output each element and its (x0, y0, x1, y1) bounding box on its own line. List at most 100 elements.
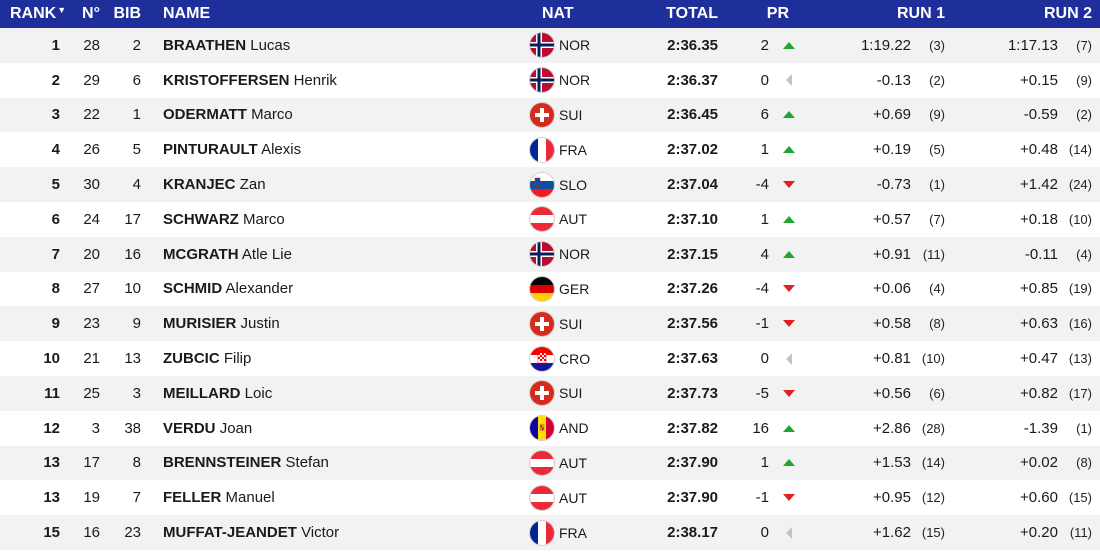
header-name[interactable]: NAME (163, 5, 211, 22)
run2-time: +0.82 (1020, 384, 1058, 402)
nation-code: AUT (559, 211, 587, 228)
athlete-name[interactable]: MURISIER Justin (155, 306, 530, 341)
athlete-name[interactable]: KRISTOFFERSEN Henrik (155, 63, 530, 98)
table-row[interactable]: 10 21 13 ZUBCIC Filip CRO 2:37.63 0 +0.81 (10) +0… (0, 341, 1100, 376)
athlete-name[interactable]: ODERMATT Marco (155, 98, 530, 133)
header-rank[interactable]: RANK▼ (0, 0, 68, 28)
run2-time: +0.47 (1020, 350, 1058, 368)
athlete-name[interactable]: MUFFAT-JEANDET Victor (155, 515, 530, 550)
total-time: 2:37.90 (667, 489, 718, 507)
athlete-name[interactable]: FELLER Manuel (155, 480, 530, 515)
header-total[interactable]: TOTAL (666, 5, 718, 22)
table-row[interactable]: 9 23 9 MURISIER Justin SUI 2:37.56 -1 +0.58 (8) +… (0, 306, 1100, 342)
athlete-name[interactable]: VERDU Joan (155, 411, 530, 446)
run2-cell: -0.11 (4) (953, 237, 1100, 272)
athlete-name[interactable]: MEILLARD Loic (155, 376, 530, 411)
nation-cell: NOR (530, 63, 625, 98)
total-time: 2:36.35 (667, 36, 718, 54)
position-change-cell: 2 (718, 28, 815, 63)
athlete-lastname: KRANJEC (163, 176, 236, 194)
athlete-name[interactable]: ZUBCIC Filip (155, 341, 530, 376)
nation-cell: FRA (530, 515, 625, 550)
run1-rank: (4) (929, 281, 945, 297)
total-time: 2:37.90 (667, 454, 718, 472)
position-change-cell: 6 (718, 98, 815, 133)
start-no-cell: 16 (83, 524, 100, 542)
run1-cell: +0.81 (10) (815, 341, 953, 376)
header-no[interactable]: N° (82, 5, 100, 22)
total-time: 2:38.17 (667, 524, 718, 542)
run1-rank: (5) (929, 142, 945, 158)
athlete-name[interactable]: SCHMID Alexander (155, 272, 530, 307)
table-row[interactable]: 5 30 4 KRANJEC Zan SLO 2:37.04 -4 -0.73 (1) +1.42… (0, 167, 1100, 202)
nation-code: FRA (559, 141, 587, 158)
header-bib[interactable]: BIB (113, 5, 141, 22)
position-change-value: -5 (755, 384, 769, 402)
header-run1[interactable]: RUN 1 (896, 5, 945, 22)
athlete-name[interactable]: PINTURAULT Alexis (155, 132, 530, 167)
athlete-firstname: Marco (251, 106, 293, 124)
run2-rank: (11) (1069, 525, 1092, 541)
sort-arrow-icon: ▼ (57, 5, 67, 15)
flag-cro-icon (530, 346, 554, 371)
athlete-name[interactable]: SCHWARZ Marco (155, 202, 530, 237)
athlete-lastname: BRENNSTEINER (163, 454, 282, 472)
total-time: 2:37.04 (667, 176, 718, 194)
flag-and-icon (530, 416, 554, 441)
athlete-name[interactable]: BRENNSTEINER Stefan (155, 446, 530, 481)
table-row[interactable]: 11 25 3 MEILLARD Loic SUI 2:37.73 -5 +0.56 (6) +0… (0, 375, 1100, 411)
bib-cell: 6 (132, 71, 141, 89)
run2-rank: (8) (1076, 455, 1092, 471)
header-pr[interactable]: PR (766, 5, 789, 22)
run2-cell: +1.42 (24) (953, 167, 1100, 202)
bib-cell: 23 (124, 524, 141, 542)
rank-cell: 4 (51, 141, 60, 159)
bib-cell: 5 (132, 141, 141, 159)
total-time: 2:37.02 (667, 141, 718, 159)
position-change-value: 1 (760, 141, 769, 159)
table-row[interactable]: 7 20 16 MCGRATH Atle Lie NOR 2:37.15 4 +0.91 (11… (0, 236, 1100, 272)
athlete-lastname: SCHWARZ (163, 210, 239, 228)
table-row[interactable]: 2 29 6 KRISTOFFERSEN Henrik NOR 2:36.37 0 -0.13… (0, 62, 1100, 98)
header-nat[interactable]: NAT (542, 5, 574, 22)
rank-cell: 11 (44, 384, 60, 402)
rank-cell: 12 (43, 419, 60, 437)
run1-time: +2.86 (873, 419, 911, 437)
header-run2[interactable]: RUN 2 (1043, 5, 1092, 22)
flag-sui-icon (530, 102, 554, 127)
table-row[interactable]: 13 17 8 BRENNSTEINER Stefan AUT 2:37.90 1 +1.53… (0, 445, 1100, 481)
run2-cell: +0.85 (19) (953, 272, 1100, 307)
table-row[interactable]: 6 24 17 SCHWARZ Marco AUT 2:37.10 1 +0.57 (7) +0.… (0, 201, 1100, 237)
athlete-name[interactable]: MCGRATH Atle Lie (155, 237, 530, 272)
table-row[interactable]: 15 16 23 MUFFAT-JEANDET Victor FRA 2:38.17 0 +1… (0, 515, 1100, 550)
table-row[interactable]: 8 27 10 SCHMID Alexander GER 2:37.26 -4 +0.06 (4… (0, 271, 1100, 307)
table-row[interactable]: 1 28 2 BRAATHEN Lucas NOR 2:36.35 2 1:19.22 (3) 1… (0, 28, 1100, 63)
trend-down-icon (783, 389, 795, 397)
position-change-cell: -4 (718, 272, 815, 307)
athlete-firstname: Stefan (285, 454, 329, 472)
run1-rank: (6) (929, 385, 945, 401)
table-row[interactable]: 3 22 1 ODERMATT Marco SUI 2:36.45 6 +0.69 (9) -0.… (0, 97, 1100, 133)
run2-rank: (9) (1076, 72, 1092, 88)
run2-cell: +0.47 (13) (953, 341, 1100, 376)
position-change-value: -1 (755, 489, 769, 507)
run1-time: +1.53 (873, 454, 911, 472)
run2-cell: +0.48 (14) (953, 132, 1100, 167)
position-change-value: 1 (760, 210, 769, 228)
athlete-name[interactable]: KRANJEC Zan (155, 167, 530, 202)
table-row[interactable]: 4 26 5 PINTURAULT Alexis FRA 2:37.02 1 +0.19 (5)… (0, 132, 1100, 168)
total-time: 2:37.10 (667, 210, 718, 228)
run1-time: +0.81 (873, 350, 911, 368)
trend-up-icon (783, 215, 795, 223)
run2-rank: (24) (1068, 177, 1092, 193)
run2-time: 1:17.13 (1007, 36, 1058, 54)
table-row[interactable]: 13 19 7 FELLER Manuel AUT 2:37.90 -1 +0.95 (12) +… (0, 480, 1100, 516)
nation-code: CRO (559, 350, 591, 367)
athlete-name[interactable]: BRAATHEN Lucas (155, 28, 530, 63)
flag-nor-icon (530, 68, 554, 93)
run1-time: -0.13 (876, 71, 911, 89)
table-row[interactable]: 12 3 38 VERDU Joan AND 2:37.82 16 +2.86 (28) -1.3… (0, 410, 1100, 446)
start-no-cell: 22 (83, 106, 100, 124)
nation-cell: SUI (530, 376, 625, 411)
nation-code: NOR (559, 37, 591, 54)
